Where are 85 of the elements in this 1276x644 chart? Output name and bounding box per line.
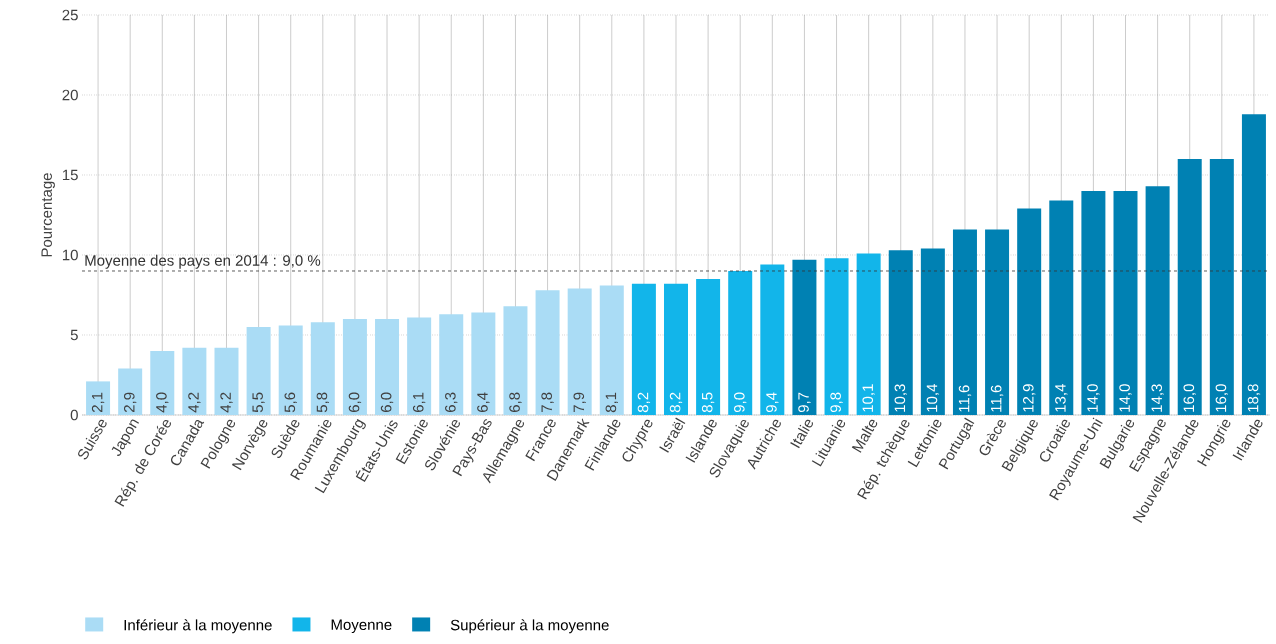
bar [118, 368, 143, 415]
data-label: 9,0 [734, 392, 747, 413]
bar [278, 325, 303, 415]
bar [535, 290, 560, 415]
bar [567, 288, 592, 415]
bar [631, 283, 656, 415]
bar [952, 229, 977, 415]
bar [664, 283, 688, 415]
bar [182, 347, 207, 415]
data-label: 4,0 [156, 392, 169, 413]
data-label: 18,8 [1247, 384, 1261, 412]
bar [985, 229, 1010, 415]
bar [310, 322, 335, 415]
data-label: 2,9 [123, 392, 137, 413]
data-label: 10,3 [894, 384, 907, 412]
bar [728, 270, 753, 415]
data-label: 9,4 [766, 392, 779, 413]
data-label: 14,0 [1087, 384, 1100, 412]
bar [1209, 158, 1234, 415]
bar [1113, 191, 1138, 415]
bar [150, 350, 175, 415]
bar [760, 264, 785, 415]
bar [1177, 158, 1202, 415]
bar [1017, 208, 1042, 415]
bar [696, 278, 721, 415]
legend-label: Supérieur à la moyenne [450, 619, 609, 634]
ref-line-label: Moyenne des pays en 2014 : 9,0 % [85, 254, 321, 269]
bar [888, 250, 913, 415]
data-label: 5,8 [316, 392, 330, 413]
data-label: 6,3 [445, 392, 458, 413]
data-label: 8,2 [637, 392, 651, 413]
data-label: 10,1 [862, 384, 875, 412]
bar [1081, 191, 1106, 415]
y-tick-label: 5 [70, 329, 78, 341]
data-label: 9,7 [798, 392, 811, 413]
data-label: 13,4 [1055, 384, 1068, 412]
data-label: 6,0 [348, 392, 362, 413]
y-tick-label: 15 [62, 169, 78, 181]
bar [1145, 186, 1170, 415]
data-label: 7,9 [573, 392, 586, 413]
data-label: 8,2 [669, 392, 683, 413]
data-label: 6,8 [509, 392, 522, 413]
data-label: 6,0 [380, 392, 394, 413]
data-label: 5,6 [284, 392, 297, 413]
y-tick-label: 25 [62, 9, 78, 21]
bar [407, 317, 432, 415]
data-label: 10,4 [926, 384, 940, 412]
data-label: 16,0 [1215, 384, 1229, 412]
data-label: 11,6 [958, 385, 972, 412]
bar [214, 347, 239, 415]
data-label: 6,1 [412, 392, 426, 413]
data-label: 11,6 [990, 385, 1004, 412]
data-label: 8,5 [701, 392, 715, 413]
data-label: 14,3 [1151, 384, 1164, 412]
data-label: 9,8 [830, 392, 843, 413]
bar [792, 259, 817, 415]
data-label: 7,8 [541, 392, 554, 413]
bar [503, 306, 528, 415]
bar [246, 326, 271, 415]
data-label: 5,5 [252, 392, 265, 413]
bar [1049, 200, 1074, 415]
bar [920, 248, 945, 415]
y-axis-title: Pourcentage [41, 173, 55, 257]
data-label: 12,9 [1022, 384, 1036, 412]
bar [471, 312, 496, 415]
bar [342, 318, 367, 415]
y-tick-label: 20 [62, 89, 78, 101]
bar [439, 314, 464, 415]
data-label: 8,1 [605, 392, 618, 413]
data-label: 6,4 [477, 392, 490, 413]
bar [375, 318, 400, 415]
data-label: 14,0 [1119, 384, 1132, 412]
bar [824, 258, 849, 415]
bar [1241, 114, 1266, 415]
bar [856, 253, 881, 415]
y-tick-label: 0 [70, 409, 78, 421]
data-label: 2,1 [91, 392, 105, 413]
bar [86, 381, 111, 415]
data-label: 4,2 [188, 392, 201, 413]
data-label: 16,0 [1183, 384, 1196, 412]
legend-label: Inférieur à la moyenne [124, 619, 272, 634]
bar [599, 285, 624, 415]
y-tick-label: 10 [62, 249, 78, 261]
data-label: 4,2 [220, 392, 233, 413]
legend-label: Moyenne [331, 619, 392, 633]
